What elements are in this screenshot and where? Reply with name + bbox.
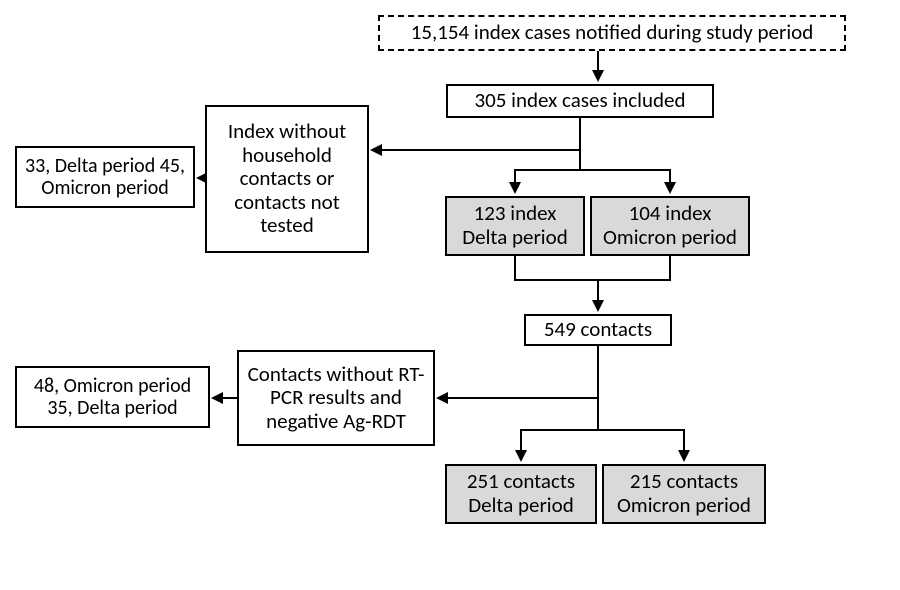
edge-5 [515,256,598,310]
node-label: 15,154 index cases notified during study… [411,21,814,45]
node-label: 549 contacts [544,318,652,342]
flowchart-canvas: 15,154 index cases notified during study… [0,0,900,590]
node-label: 48, Omicron period 35, Delta period [23,375,202,420]
edge-6 [598,256,670,310]
node-label: 104 index Omicron period [598,202,742,249]
node-n_included: 305 index cases included [446,84,714,118]
node-n_215: 215 contacts Omicron period [602,464,766,524]
node-n_251: 251 contacts Delta period [445,464,597,524]
edge-9 [598,346,684,460]
edge-7 [438,346,598,398]
node-label: Index without household contacts or cont… [213,120,361,238]
node-n_contacts_without: Contacts without RT-PCR results and nega… [237,350,435,446]
node-n_delta_omicron_counts: 33, Delta period 45, Omicron period [15,146,195,208]
edge-2 [515,118,580,192]
node-n_48_35: 48, Omicron period 35, Delta period [15,366,210,428]
node-label: 251 contacts Delta period [453,470,589,517]
node-n_top: 15,154 index cases notified during study… [378,15,846,51]
edge-3 [580,118,670,192]
node-label: 33, Delta period 45, Omicron period [23,155,187,200]
node-n_123_delta: 123 index Delta period [445,196,585,256]
edge-8 [521,346,598,460]
node-label: 305 index cases included [474,89,685,113]
node-n_index_without: Index without household contacts or cont… [205,105,369,253]
node-n_104_omicron: 104 index Omicron period [590,196,750,256]
node-label: 215 contacts Omicron period [610,470,758,517]
edge-1 [372,118,580,150]
node-label: Contacts without RT-PCR results and nega… [245,363,427,434]
node-label: 123 index Delta period [453,202,577,249]
node-n_549: 549 contacts [524,314,672,346]
